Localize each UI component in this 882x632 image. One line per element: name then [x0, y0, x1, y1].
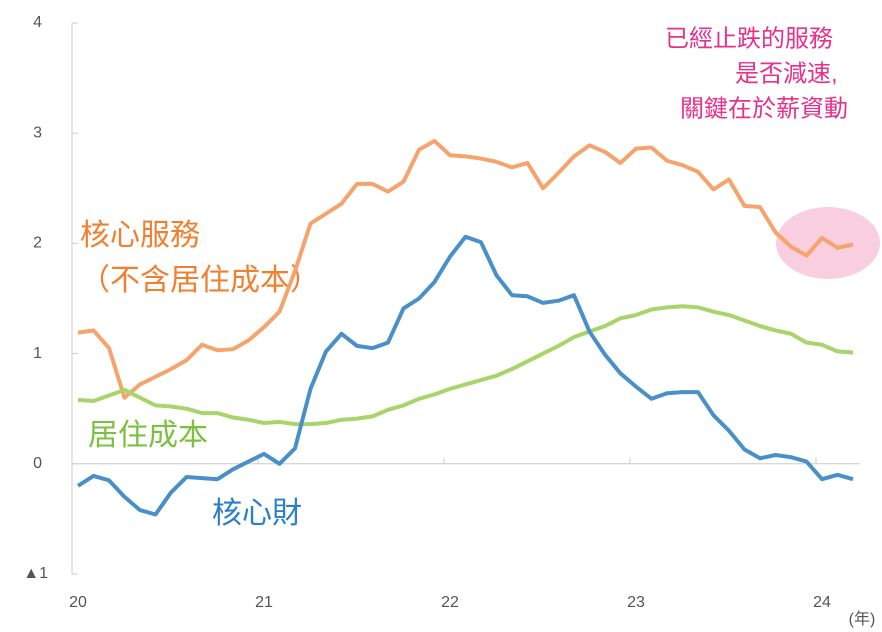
- annotation: 關鍵在於薪資動: [680, 95, 848, 122]
- annotation: 是否減速,: [735, 60, 838, 87]
- x-tick-label: 24: [813, 594, 831, 611]
- series-line: [77, 304, 854, 427]
- x-axis-label: (年): [849, 610, 876, 628]
- y-tick-label: 2: [33, 235, 42, 252]
- y-tick-label: 4: [33, 14, 42, 31]
- annotation: 已經止跌的服務: [665, 25, 833, 52]
- series-line: [77, 138, 854, 400]
- x-tick-label: 21: [255, 594, 273, 611]
- x-tick-label: 23: [627, 594, 645, 611]
- x-tick-label: 20: [69, 594, 87, 611]
- y-tick-label: 1: [33, 345, 42, 362]
- x-tick-label: 22: [441, 594, 459, 611]
- series-label: 居住成本: [88, 419, 208, 452]
- y-tick-label: 0: [33, 455, 42, 472]
- y-tick-label: ▲1: [23, 565, 48, 582]
- series-label: 核心財: [212, 497, 302, 530]
- series-line: [76, 234, 854, 517]
- series-label: 核心服務: [80, 219, 200, 252]
- y-tick-label: 3: [33, 124, 42, 141]
- series-label-sub: （不含居住成本）: [80, 264, 320, 297]
